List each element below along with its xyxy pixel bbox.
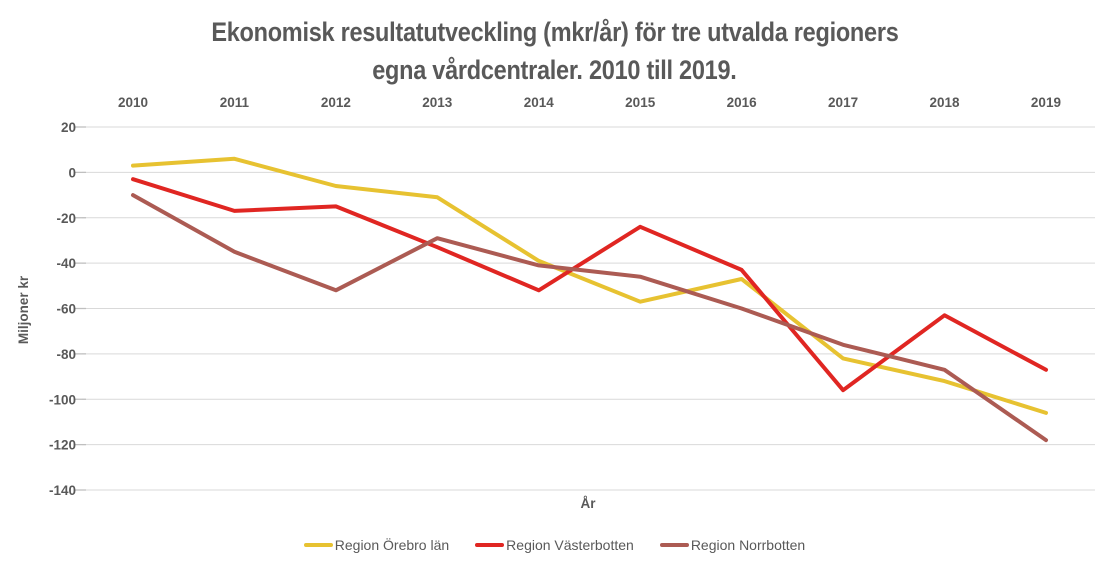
series-line-region-norrbotten: [131, 193, 1048, 443]
legend-swatch-orebro: [303, 543, 333, 547]
legend-swatch-norrbotten: [659, 543, 689, 547]
x-tick-label: 2012: [321, 95, 351, 110]
y-tick-label: -120: [49, 438, 76, 453]
y-tick-label: -80: [56, 347, 76, 362]
x-tick-label: 2019: [1031, 95, 1061, 110]
y-tick-label: -40: [56, 256, 76, 271]
y-axis-title: Miljoner kr: [16, 275, 31, 344]
legend-swatch-vasterbotten: [475, 543, 505, 547]
x-tick-label: 2011: [220, 95, 250, 110]
y-tick-label: -100: [49, 392, 76, 407]
x-tick-label: 2015: [625, 95, 656, 110]
legend-item-vasterbotten[interactable]: Region Västerbotten: [475, 537, 634, 553]
series-line-region-v-sterbotten: [131, 177, 1048, 393]
chart-legend: Region Örebro län Region Västerbotten Re…: [0, 537, 1109, 553]
chart-title-line2: egna vårdcentraler. 2010 till 2019.: [372, 55, 737, 85]
plot-area: 20 0 -20 -40 -60 -80 -100 -120 -140 2010 2011 2012 2…: [0, 88, 1109, 520]
x-tick-label: 2014: [524, 95, 555, 110]
legend-label-vasterbotten: Region Västerbotten: [506, 537, 634, 553]
x-tick-label: 2010: [118, 95, 148, 110]
x-tick-label: 2018: [929, 95, 960, 110]
y-tick-label: -60: [56, 302, 76, 317]
y-tick-label: 0: [68, 165, 76, 180]
y-tick-label: -20: [56, 211, 76, 226]
x-tick-label: 2013: [422, 95, 453, 110]
legend-label-norrbotten: Region Norrbotten: [690, 537, 806, 553]
legend-label-orebro: Region Örebro län: [334, 537, 450, 553]
x-tick-label: 2017: [828, 95, 858, 110]
x-axis-title: År: [580, 496, 596, 511]
x-tick-label: 2016: [727, 95, 758, 110]
series-line-region-rebro-l-n: [131, 156, 1048, 415]
legend-item-norrbotten[interactable]: Region Norrbotten: [659, 537, 806, 553]
y-tick-label: -140: [49, 483, 76, 498]
legend-item-orebro[interactable]: Region Örebro län: [303, 537, 450, 553]
y-tick-label: 20: [61, 120, 76, 135]
chart-title-line1: Ekonomisk resultatutveckling (mkr/år) fö…: [210, 17, 899, 47]
chart-svg: 20 0 -20 -40 -60 -80 -100 -120 -140 2010 2011 2012 2…: [16, 95, 1095, 511]
chart-title: Ekonomisk resultatutveckling (mkr/år) fö…: [0, 13, 1109, 89]
